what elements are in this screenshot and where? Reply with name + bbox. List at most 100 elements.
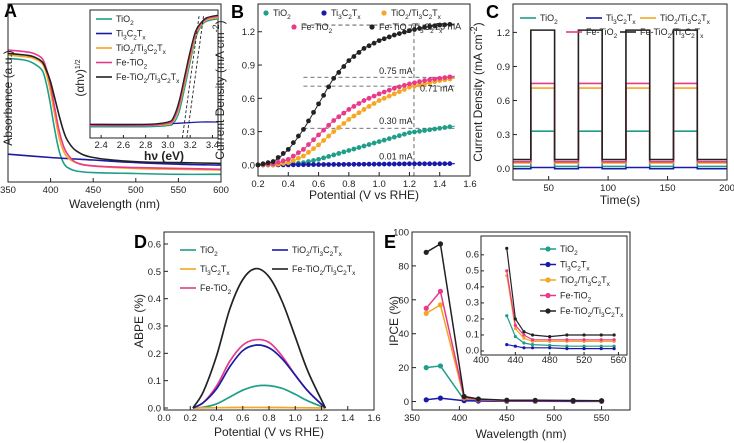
inset-data-point xyxy=(582,333,586,337)
data-point xyxy=(356,101,362,106)
legend-label: Fe-TiO2 xyxy=(301,22,333,35)
label-part: TiO xyxy=(560,275,574,285)
legend-label: Fe-TiO2 xyxy=(586,27,618,40)
data-point xyxy=(351,54,357,59)
y-tick-label: 40 xyxy=(398,329,409,340)
label-part: 2 xyxy=(691,33,695,40)
label-part: 2 xyxy=(668,33,672,40)
label-part: 2 xyxy=(407,28,411,35)
label-part: 2 xyxy=(329,28,333,35)
data-point xyxy=(417,128,422,134)
data-point xyxy=(336,125,342,130)
data-point xyxy=(366,95,372,101)
data-point xyxy=(386,87,392,93)
label-part: 2 xyxy=(623,19,627,26)
inset-data-point xyxy=(612,338,616,342)
data-point xyxy=(346,117,352,122)
label-part: Fe-TiO xyxy=(586,27,614,37)
data-point xyxy=(381,95,387,101)
inset-y-tick-label: 0.0 xyxy=(466,346,479,357)
annotation: 0.71 mA xyxy=(420,84,454,94)
x-tick-label: 150 xyxy=(660,183,676,194)
label-part: Fe-TiO xyxy=(301,22,329,32)
y-tick-label: 0.1 xyxy=(148,376,161,387)
data-point xyxy=(275,159,281,165)
data-point xyxy=(295,133,301,139)
data-point xyxy=(447,21,453,27)
inset-data-point xyxy=(530,342,535,347)
data-point xyxy=(336,70,342,75)
panel-label: B xyxy=(231,2,244,22)
inset-data-point xyxy=(522,346,526,350)
data-point xyxy=(285,156,291,162)
legend-label: TiO2 xyxy=(200,245,218,258)
data-point xyxy=(422,24,427,30)
label-part: x xyxy=(176,78,180,85)
label-part: TiO xyxy=(660,13,674,23)
data-point xyxy=(401,82,407,88)
label-part: C xyxy=(571,260,578,270)
annotation: 1.23 mA xyxy=(428,22,462,32)
label-part: 3 xyxy=(207,270,211,277)
tangent-line xyxy=(186,15,204,139)
inset-data-point xyxy=(612,333,616,337)
data-point xyxy=(321,92,327,98)
data-point xyxy=(301,153,306,159)
series-line xyxy=(513,82,727,163)
x-tick-label: 500 xyxy=(128,185,144,196)
data-point xyxy=(427,127,433,133)
label-part: 3 xyxy=(613,19,617,26)
data-point xyxy=(346,58,352,63)
label-part: T xyxy=(601,275,607,285)
data-point xyxy=(326,84,332,90)
panel-c: 50 100 150 200 0.0 0.3 0.6 0.9 1.2 Time(s) Current… xyxy=(469,2,734,207)
label-part: C xyxy=(617,13,624,23)
data-point xyxy=(260,161,266,167)
legend-label: Ti3C2Tx xyxy=(200,264,230,277)
data-point xyxy=(356,161,362,167)
label-part: -2 xyxy=(469,26,479,34)
series-line xyxy=(426,365,602,402)
inset-x-tick-label: 3.2 xyxy=(184,140,197,151)
data-point xyxy=(285,160,291,166)
x-tick-label: 450 xyxy=(85,185,101,196)
label-part: 2 xyxy=(214,251,218,258)
data-point xyxy=(351,146,357,152)
series-line xyxy=(425,242,602,402)
data-point xyxy=(570,397,576,404)
data-point xyxy=(301,146,306,152)
label-part: 2 xyxy=(343,270,347,277)
x-tick-label: 0.8 xyxy=(342,179,355,190)
data-point xyxy=(326,153,332,159)
y-axis-title: IPCE (%) xyxy=(387,296,401,346)
data-point xyxy=(427,77,433,83)
inset-y-axis-title: (αhν)1/2 xyxy=(73,59,87,96)
inset-x-tick-label: 480 xyxy=(542,355,558,366)
data-point xyxy=(371,140,377,146)
label-part: 2 xyxy=(330,251,334,258)
data-point xyxy=(361,98,367,103)
label-part: 3 xyxy=(157,78,161,85)
label-part: 2 xyxy=(574,250,578,257)
data-point xyxy=(376,91,382,97)
label-part: /Ti xyxy=(591,306,601,316)
label-part: ) xyxy=(471,22,485,26)
data-point xyxy=(417,82,422,88)
annotation: 0.75 mA xyxy=(379,66,413,76)
inset-data-point xyxy=(548,346,552,350)
label-part: T xyxy=(432,8,438,18)
label-part: /Ti xyxy=(409,8,419,18)
label-part: Current Density (mA cm xyxy=(471,34,485,161)
data-point xyxy=(336,114,342,120)
x-tick-label: 400 xyxy=(451,413,467,424)
inset-x-tick-label: 400 xyxy=(473,355,489,366)
inset-data-point xyxy=(582,338,586,342)
data-point xyxy=(422,161,427,167)
data-point xyxy=(336,151,342,156)
label-part: T xyxy=(701,13,707,23)
x-tick-label: 0.8 xyxy=(262,413,275,424)
label-part: x xyxy=(226,270,230,277)
label-part: TiO xyxy=(116,43,130,53)
legend-label: Fe-TiO2/Ti3C2Tx xyxy=(292,264,356,277)
inset-data-point xyxy=(612,346,616,351)
